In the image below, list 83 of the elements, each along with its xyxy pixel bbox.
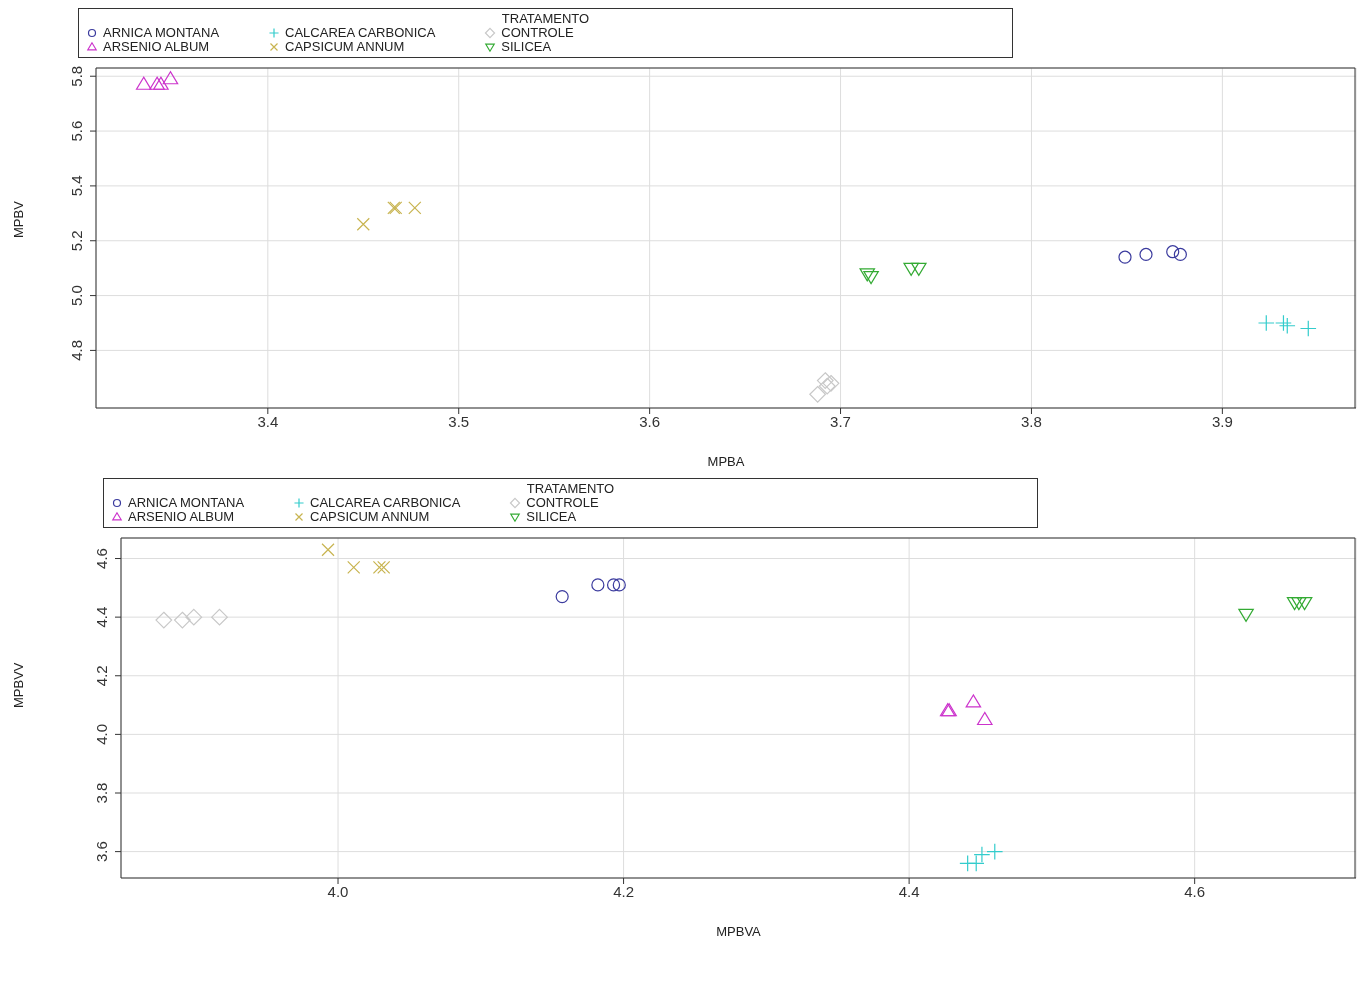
legend-label: CAPSICUM ANNUM xyxy=(310,509,430,524)
legend-label: SILICEA xyxy=(526,509,577,524)
point xyxy=(911,262,927,276)
y-axis-title: MPBVV xyxy=(10,662,26,708)
x-tick-label: 4.6 xyxy=(1184,882,1206,900)
point xyxy=(1173,247,1187,262)
x-tick-label: 3.8 xyxy=(1021,412,1042,430)
y-tick-label: 4.2 xyxy=(93,665,110,687)
x-tick-label: 3.9 xyxy=(1211,412,1233,430)
point xyxy=(135,76,152,90)
point xyxy=(612,578,626,592)
point xyxy=(372,560,387,574)
legend-title: TRATAMENTO xyxy=(500,11,591,26)
point xyxy=(347,560,361,574)
legend-label: CAPSICUM ANNUM xyxy=(285,39,405,54)
point xyxy=(1139,247,1153,262)
point xyxy=(986,843,1004,861)
y-tick-label: 5.0 xyxy=(68,285,85,307)
legend-label: SILICEA xyxy=(501,39,552,54)
legend-label: CALCAREA CARBONICA xyxy=(285,25,436,40)
point xyxy=(859,268,876,282)
x-tick-label: 3.7 xyxy=(830,412,851,430)
point xyxy=(1257,314,1275,332)
point xyxy=(211,608,228,626)
point xyxy=(965,694,982,708)
point xyxy=(816,372,834,389)
x-tick-label: 4.2 xyxy=(613,882,634,900)
point xyxy=(967,854,985,872)
point xyxy=(818,377,836,395)
point xyxy=(408,201,422,215)
y-tick-label: 4.0 xyxy=(93,723,110,745)
x-tick-label: 4.0 xyxy=(327,882,349,900)
legend-label: ARNICA MONTANA xyxy=(128,495,245,510)
x-tick-label: 3.5 xyxy=(448,412,470,430)
legend-label: ARSENIO ALBUM xyxy=(103,39,210,54)
point xyxy=(1278,317,1296,335)
y-tick-label: 5.8 xyxy=(68,65,85,87)
legend-label: CONTROLE xyxy=(526,495,599,510)
point xyxy=(809,385,827,403)
y-tick-label: 4.6 xyxy=(93,548,110,569)
y-tick-label: 3.6 xyxy=(93,841,110,863)
point xyxy=(1238,608,1254,623)
y-tick-label: 5.6 xyxy=(68,120,85,142)
point xyxy=(1286,597,1303,611)
legend-title: TRATAMENTO xyxy=(525,481,616,496)
point xyxy=(155,611,173,629)
point xyxy=(173,611,191,629)
x-axis-title: MPBVA xyxy=(716,924,762,939)
y-tick-label: 3.8 xyxy=(93,782,110,804)
point xyxy=(185,608,203,626)
point xyxy=(162,71,179,85)
point xyxy=(1296,597,1313,611)
x-tick-label: 3.4 xyxy=(257,412,279,430)
point xyxy=(822,374,840,392)
legend-label: ARSENIO ALBUM xyxy=(128,509,235,524)
x-tick-label: 4.4 xyxy=(898,882,920,900)
x-tick-label: 3.6 xyxy=(639,412,661,430)
point xyxy=(976,711,993,726)
point xyxy=(377,560,391,574)
point xyxy=(606,578,621,592)
y-tick-label: 4.8 xyxy=(68,339,85,361)
point xyxy=(356,217,370,231)
x-axis-title: MPBA xyxy=(707,454,745,469)
point xyxy=(153,76,169,90)
point xyxy=(321,543,335,557)
y-tick-label: 5.4 xyxy=(68,175,85,197)
point xyxy=(1299,320,1317,337)
point xyxy=(973,846,991,863)
y-tick-label: 4.4 xyxy=(93,606,110,628)
point xyxy=(591,578,605,592)
point xyxy=(1275,314,1292,332)
point xyxy=(1118,250,1132,264)
point xyxy=(149,76,165,90)
legend-label: ARNICA MONTANA xyxy=(103,25,220,40)
point xyxy=(903,262,919,276)
y-tick-label: 5.2 xyxy=(68,230,85,252)
legend-label: CALCAREA CARBONICA xyxy=(310,495,461,510)
point xyxy=(1291,597,1307,611)
point xyxy=(1166,245,1180,259)
point xyxy=(863,270,879,285)
legend-label: CONTROLE xyxy=(501,25,574,40)
y-axis-title: MPBV xyxy=(10,200,26,238)
point xyxy=(555,590,569,604)
